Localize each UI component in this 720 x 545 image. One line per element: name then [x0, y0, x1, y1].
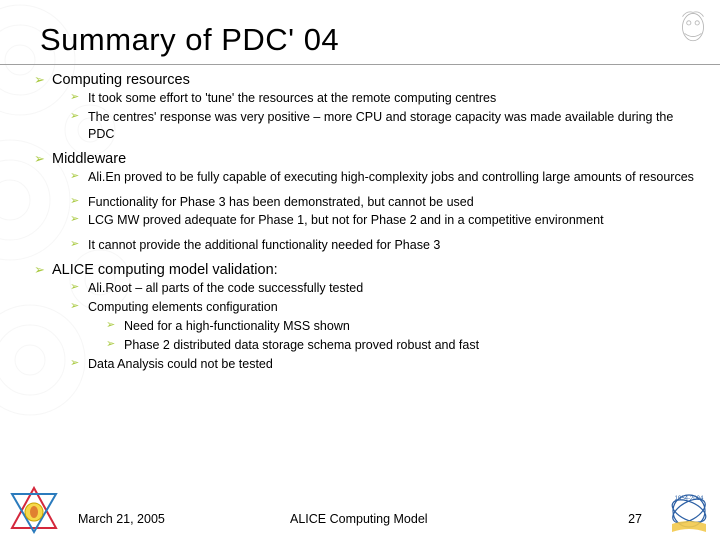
section-heading: ALICE computing model validation:: [34, 262, 700, 278]
section-heading: Computing resources: [34, 72, 700, 88]
section-heading: Middleware: [34, 151, 700, 167]
bullet-item: Computing elements configuration: [70, 299, 700, 316]
bullet-item: Data Analysis could not be tested: [70, 356, 700, 373]
cern-logo-icon: 1954-2004: [666, 488, 712, 534]
footer-page-number: 27: [628, 512, 642, 526]
title-underline: [0, 64, 720, 65]
bullet-item: It took some effort to 'tune' the resour…: [70, 90, 700, 107]
bullet-item: Ali.En proved to be fully capable of exe…: [70, 169, 700, 186]
bullet-item: Functionality for Phase 3 has been demon…: [70, 194, 700, 211]
corner-mascot-icon: [672, 4, 714, 46]
sub-bullet-item: Phase 2 distributed data storage schema …: [106, 337, 700, 354]
footer-title: ALICE Computing Model: [290, 512, 428, 526]
bullet-item: It cannot provide the additional functio…: [70, 237, 700, 254]
alice-logo-icon: [8, 484, 60, 536]
slide-title: Summary of PDC' 04: [40, 22, 339, 58]
bullet-item: The centres' response was very positive …: [70, 109, 700, 143]
bullet-item: Ali.Root – all parts of the code success…: [70, 280, 700, 297]
bullet-item: LCG MW proved adequate for Phase 1, but …: [70, 212, 700, 229]
content-area: Computing resources It took some effort …: [34, 72, 700, 375]
svg-text:1954-2004: 1954-2004: [675, 496, 704, 502]
sub-bullet-item: Need for a high-functionality MSS shown: [106, 318, 700, 335]
footer-date: March 21, 2005: [78, 512, 165, 526]
